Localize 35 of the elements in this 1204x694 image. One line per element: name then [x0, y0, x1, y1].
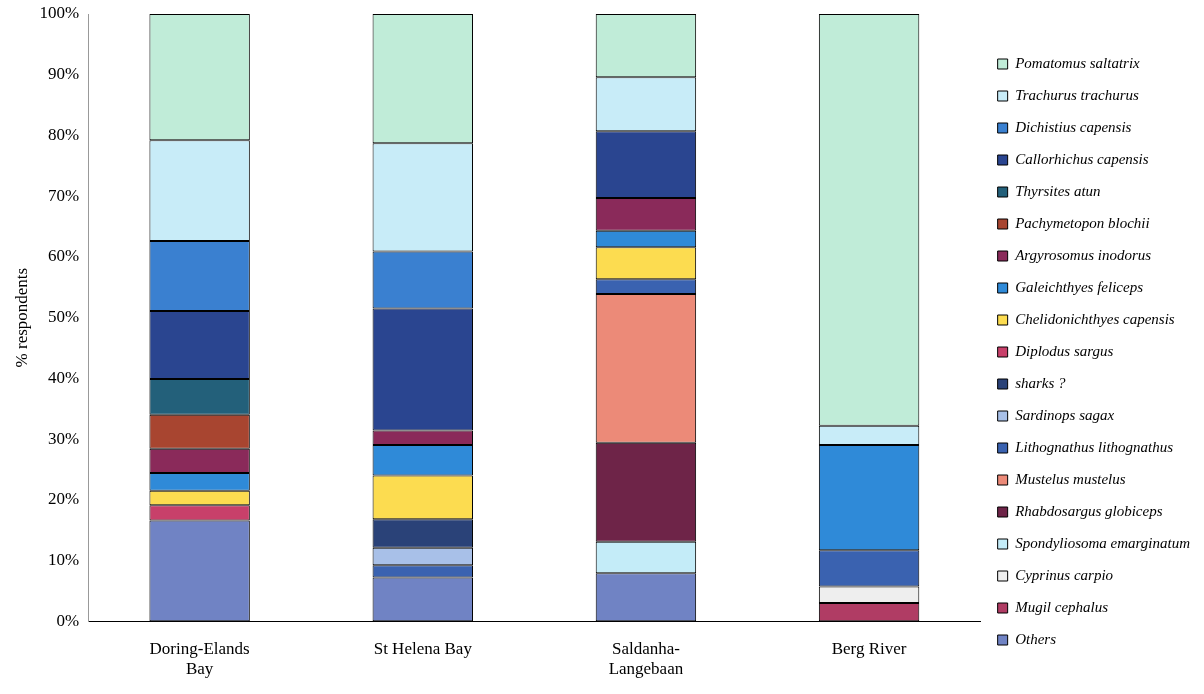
legend-label: sharks ? [1015, 374, 1067, 391]
y-tick-label: 30% [47, 428, 80, 448]
y-tick-label: 70% [47, 185, 80, 205]
legend-label: Pomatomus saltatrix [1014, 54, 1141, 71]
y-tick-label: 50% [47, 307, 80, 327]
legend-label: Diplodus sargus [1014, 342, 1114, 359]
legend-label: Dichistius capensis [1014, 118, 1132, 135]
y-tick-label: 80% [47, 124, 80, 144]
y-tick-label: 60% [47, 246, 80, 266]
y-tick-label: 90% [47, 64, 80, 84]
legend-label: Pachymetopon blochii [1014, 214, 1150, 231]
legend-label: Mugil cephalus [1014, 598, 1109, 615]
x-tick-label: Berg River [831, 638, 907, 658]
legend-label: Callorhichus capensis [1015, 150, 1149, 167]
legend-label: Trachurus trachurus [1015, 86, 1140, 103]
y-tick-label: 10% [47, 549, 80, 569]
legend-label: Sardinops sagax [1015, 406, 1115, 423]
y-tick-label: 40% [47, 367, 80, 387]
x-tick-label: Doring-Elands Bay [149, 638, 250, 679]
legend-label: Spondyliosoma emarginatum [1015, 534, 1191, 551]
legend-label: Others [1015, 630, 1057, 647]
legend-label: Cyprinus carpio [1015, 566, 1114, 583]
legend-label: Lithognathus lithognathus [1014, 438, 1174, 455]
x-tick-label: Saldanha-Langebaan [608, 638, 684, 679]
legend-label: Mustelus mustelus [1014, 470, 1126, 487]
y-tick-label: 100% [39, 3, 80, 23]
legend-label: Galeichthyes feliceps [1015, 278, 1144, 295]
legend-label: Chelidonichthyes capensis [1015, 310, 1175, 327]
y-tick-label: 20% [47, 489, 80, 509]
legend-label: Thyrsites atun [1015, 182, 1101, 199]
y-tick-label: 0% [56, 610, 80, 630]
y-axis-title: % respondents [11, 267, 31, 368]
legend-label: Argyrosomus inodorus [1014, 246, 1152, 263]
x-tick-label: St Helena Bay [373, 638, 473, 658]
legend-label: Rhabdosargus globiceps [1014, 502, 1163, 519]
